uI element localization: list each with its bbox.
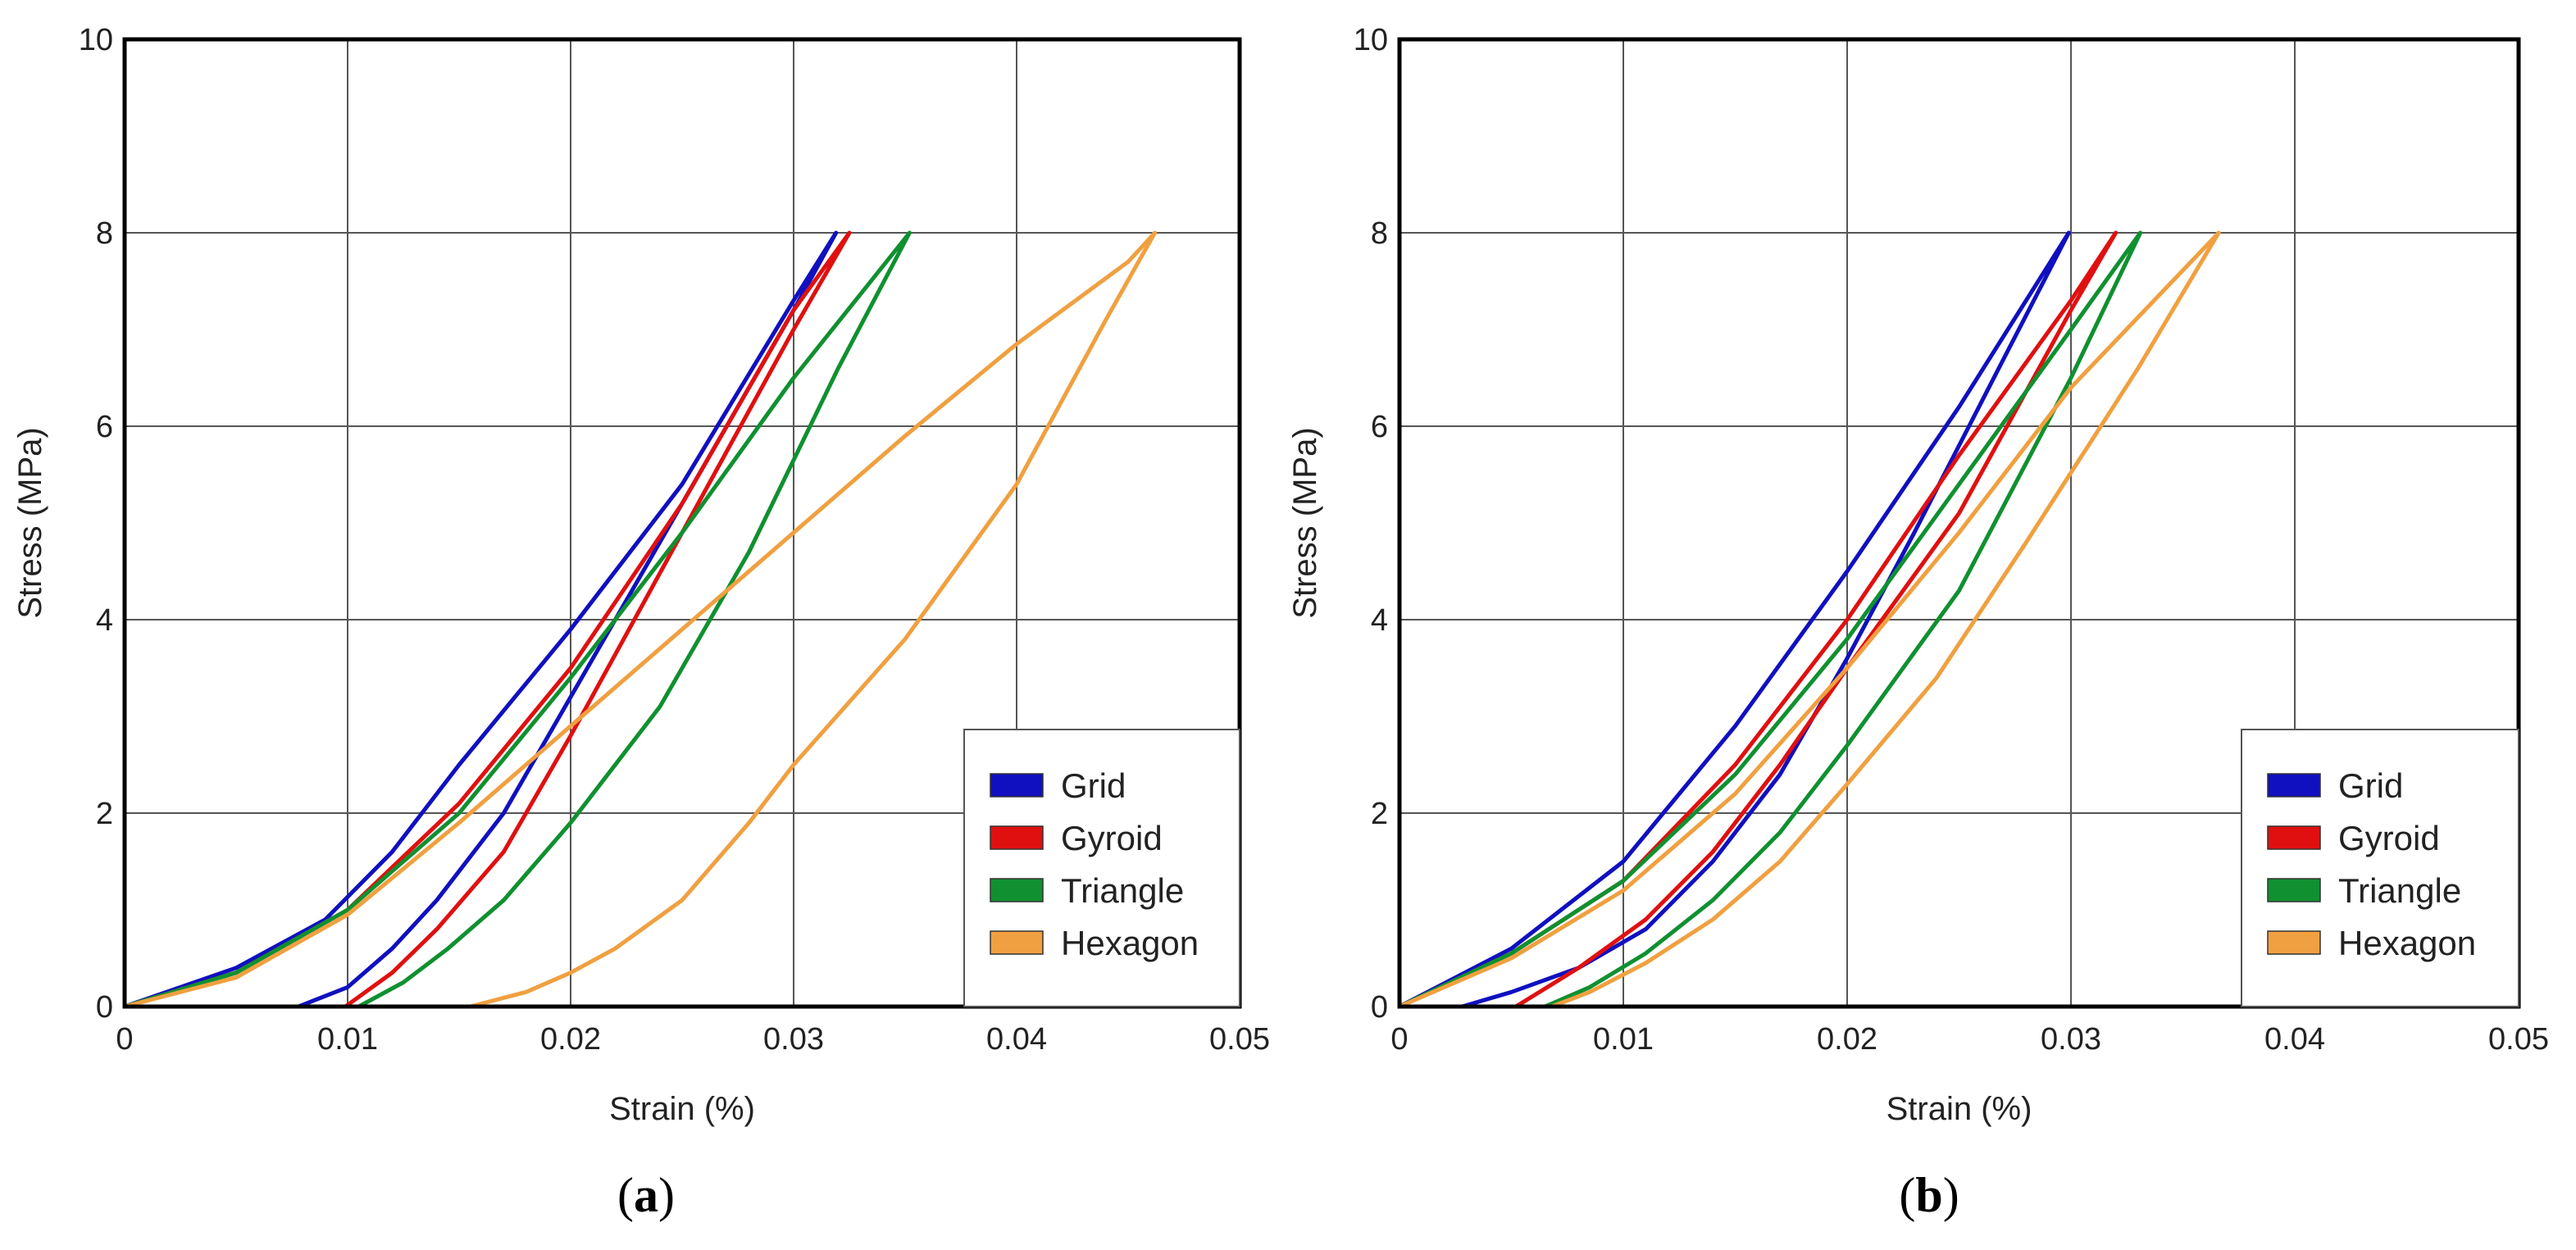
- y-tick-label: 6: [96, 410, 113, 444]
- chart-panel-a: 0 0.01 0.02 0.03 0.04 0.05 0 2 4 6 8 10 Strain (%) St…: [12, 23, 1270, 1222]
- legend-label-triangle: Triangle: [2338, 871, 2461, 910]
- x-tick-label: 0: [1390, 1022, 1408, 1057]
- y-tick-label: 2: [1371, 797, 1388, 831]
- series-line-triangle: [1397, 230, 2143, 1009]
- series-line-gyroid: [122, 230, 852, 1009]
- legend-label-gyroid: Gyroid: [1061, 819, 1163, 857]
- series-line-triangle: [122, 230, 912, 1009]
- panel-label: (a): [617, 1168, 675, 1222]
- legend-swatch-gyroid: [990, 825, 1044, 850]
- y-axis-label: Stress (MPa): [12, 427, 48, 618]
- y-tick-label: 2: [96, 797, 113, 831]
- x-axis-label: Strain (%): [609, 1091, 755, 1127]
- legend-label-hexagon: Hexagon: [1061, 924, 1199, 962]
- x-tick-label: 0.01: [1593, 1022, 1654, 1057]
- x-tick-label: 0.01: [317, 1022, 378, 1057]
- chart-panel-b: 0 0.01 0.02 0.03 0.04 0.05 0 2 4 6 8 10 Strain (%) St…: [1287, 23, 2549, 1222]
- series-line-grid: [122, 230, 839, 1009]
- y-axis-label: Stress (MPa): [1287, 427, 1323, 618]
- legend-swatch-grid: [990, 773, 1044, 798]
- legend-swatch-triangle: [2267, 878, 2321, 902]
- legend-label-grid: Grid: [2338, 766, 2403, 805]
- series-line-hexagon: [122, 230, 1158, 1009]
- series-line-grid: [1397, 230, 2071, 1009]
- legend: Grid Gyroid Triangle Hexagon: [2241, 729, 2519, 1007]
- y-tick-label: 6: [1371, 410, 1388, 444]
- y-tick-label: 10: [79, 23, 113, 57]
- x-tick-label: 0.05: [1209, 1022, 1270, 1057]
- x-tick-label: 0.04: [2264, 1022, 2325, 1057]
- legend-swatch-triangle: [990, 878, 1044, 902]
- legend-swatch-hexagon: [2267, 930, 2321, 955]
- x-axis-label: Strain (%): [1886, 1091, 2032, 1127]
- x-tick-label: 0.03: [763, 1022, 824, 1057]
- legend-label-gyroid: Gyroid: [2338, 819, 2440, 857]
- x-tick-label: 0: [116, 1022, 133, 1057]
- legend-swatch-grid: [2267, 773, 2321, 798]
- legend-swatch-hexagon: [990, 930, 1044, 955]
- legend-swatch-gyroid: [2267, 825, 2321, 850]
- series-line-hexagon: [1397, 230, 2221, 1009]
- x-tick-label: 0.05: [2488, 1022, 2549, 1057]
- y-tick-label: 8: [1371, 216, 1388, 251]
- x-tick-label: 0.04: [986, 1022, 1047, 1057]
- legend: Grid Gyroid Triangle Hexagon: [963, 729, 1240, 1007]
- plot-frame: [1397, 37, 2521, 1009]
- x-tick-label: 0.02: [1817, 1022, 1877, 1057]
- plot-frame: [122, 37, 1242, 1009]
- x-tick-label: 0.03: [2041, 1022, 2101, 1057]
- panel-label: (b): [1899, 1168, 1959, 1222]
- series-line-gyroid: [1397, 230, 2119, 1009]
- legend-label-hexagon: Hexagon: [2338, 924, 2476, 962]
- y-tick-label: 8: [96, 216, 113, 251]
- y-tick-label: 0: [96, 990, 113, 1025]
- legend-label-grid: Grid: [1061, 766, 1126, 805]
- y-tick-label: 4: [96, 603, 113, 638]
- legend-label-triangle: Triangle: [1061, 871, 1184, 910]
- x-tick-label: 0.02: [540, 1022, 601, 1057]
- y-tick-label: 0: [1371, 990, 1388, 1025]
- y-tick-label: 4: [1371, 603, 1388, 638]
- y-tick-label: 10: [1354, 23, 1388, 57]
